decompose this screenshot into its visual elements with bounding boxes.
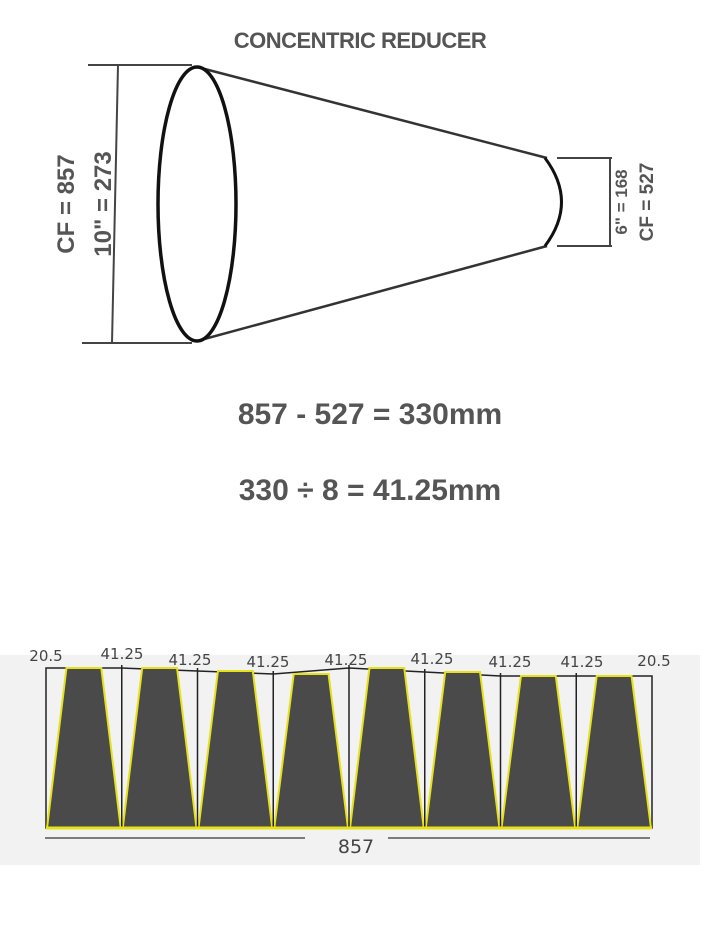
segment-label: 41.25 — [101, 645, 144, 663]
large-end-dimension — [82, 64, 192, 344]
segment-label: 20.5 — [29, 647, 62, 665]
segment-label: 41.25 — [169, 651, 212, 669]
segment-label: 41.25 — [325, 651, 368, 669]
flat-pattern: 20.5 41.25 41.25 41.25 41.25 41.25 41.25 41.25 2… — [0, 645, 700, 865]
segment-label: 41.25 — [561, 653, 604, 671]
large-end-cf-label: CF = 857 — [53, 154, 80, 253]
segment-label: 20.5 — [637, 652, 670, 670]
large-end-diameter-label: 10" = 273 — [90, 151, 117, 256]
small-end-dimension — [557, 157, 612, 247]
pattern-background — [0, 655, 700, 865]
segment-label: 41.25 — [489, 653, 532, 671]
small-end-ellipse — [543, 157, 563, 247]
difference-formula: 857 - 527 = 330mm — [237, 398, 503, 431]
diagram-title: CONCENTRIC REDUCER — [233, 28, 487, 53]
cone-top-edge — [196, 65, 548, 160]
total-length-label: 857 — [338, 836, 374, 858]
small-end-diameter-label: 6" = 168 — [612, 169, 631, 234]
segment-label: 41.25 — [247, 653, 290, 671]
cone-bottom-edge — [196, 244, 548, 343]
large-end-ellipse — [156, 65, 238, 343]
segment-label: 41.25 — [411, 650, 454, 668]
small-end-cf-label: CF = 527 — [637, 163, 658, 242]
division-formula: 330 ÷ 8 = 41.25mm — [238, 474, 502, 507]
